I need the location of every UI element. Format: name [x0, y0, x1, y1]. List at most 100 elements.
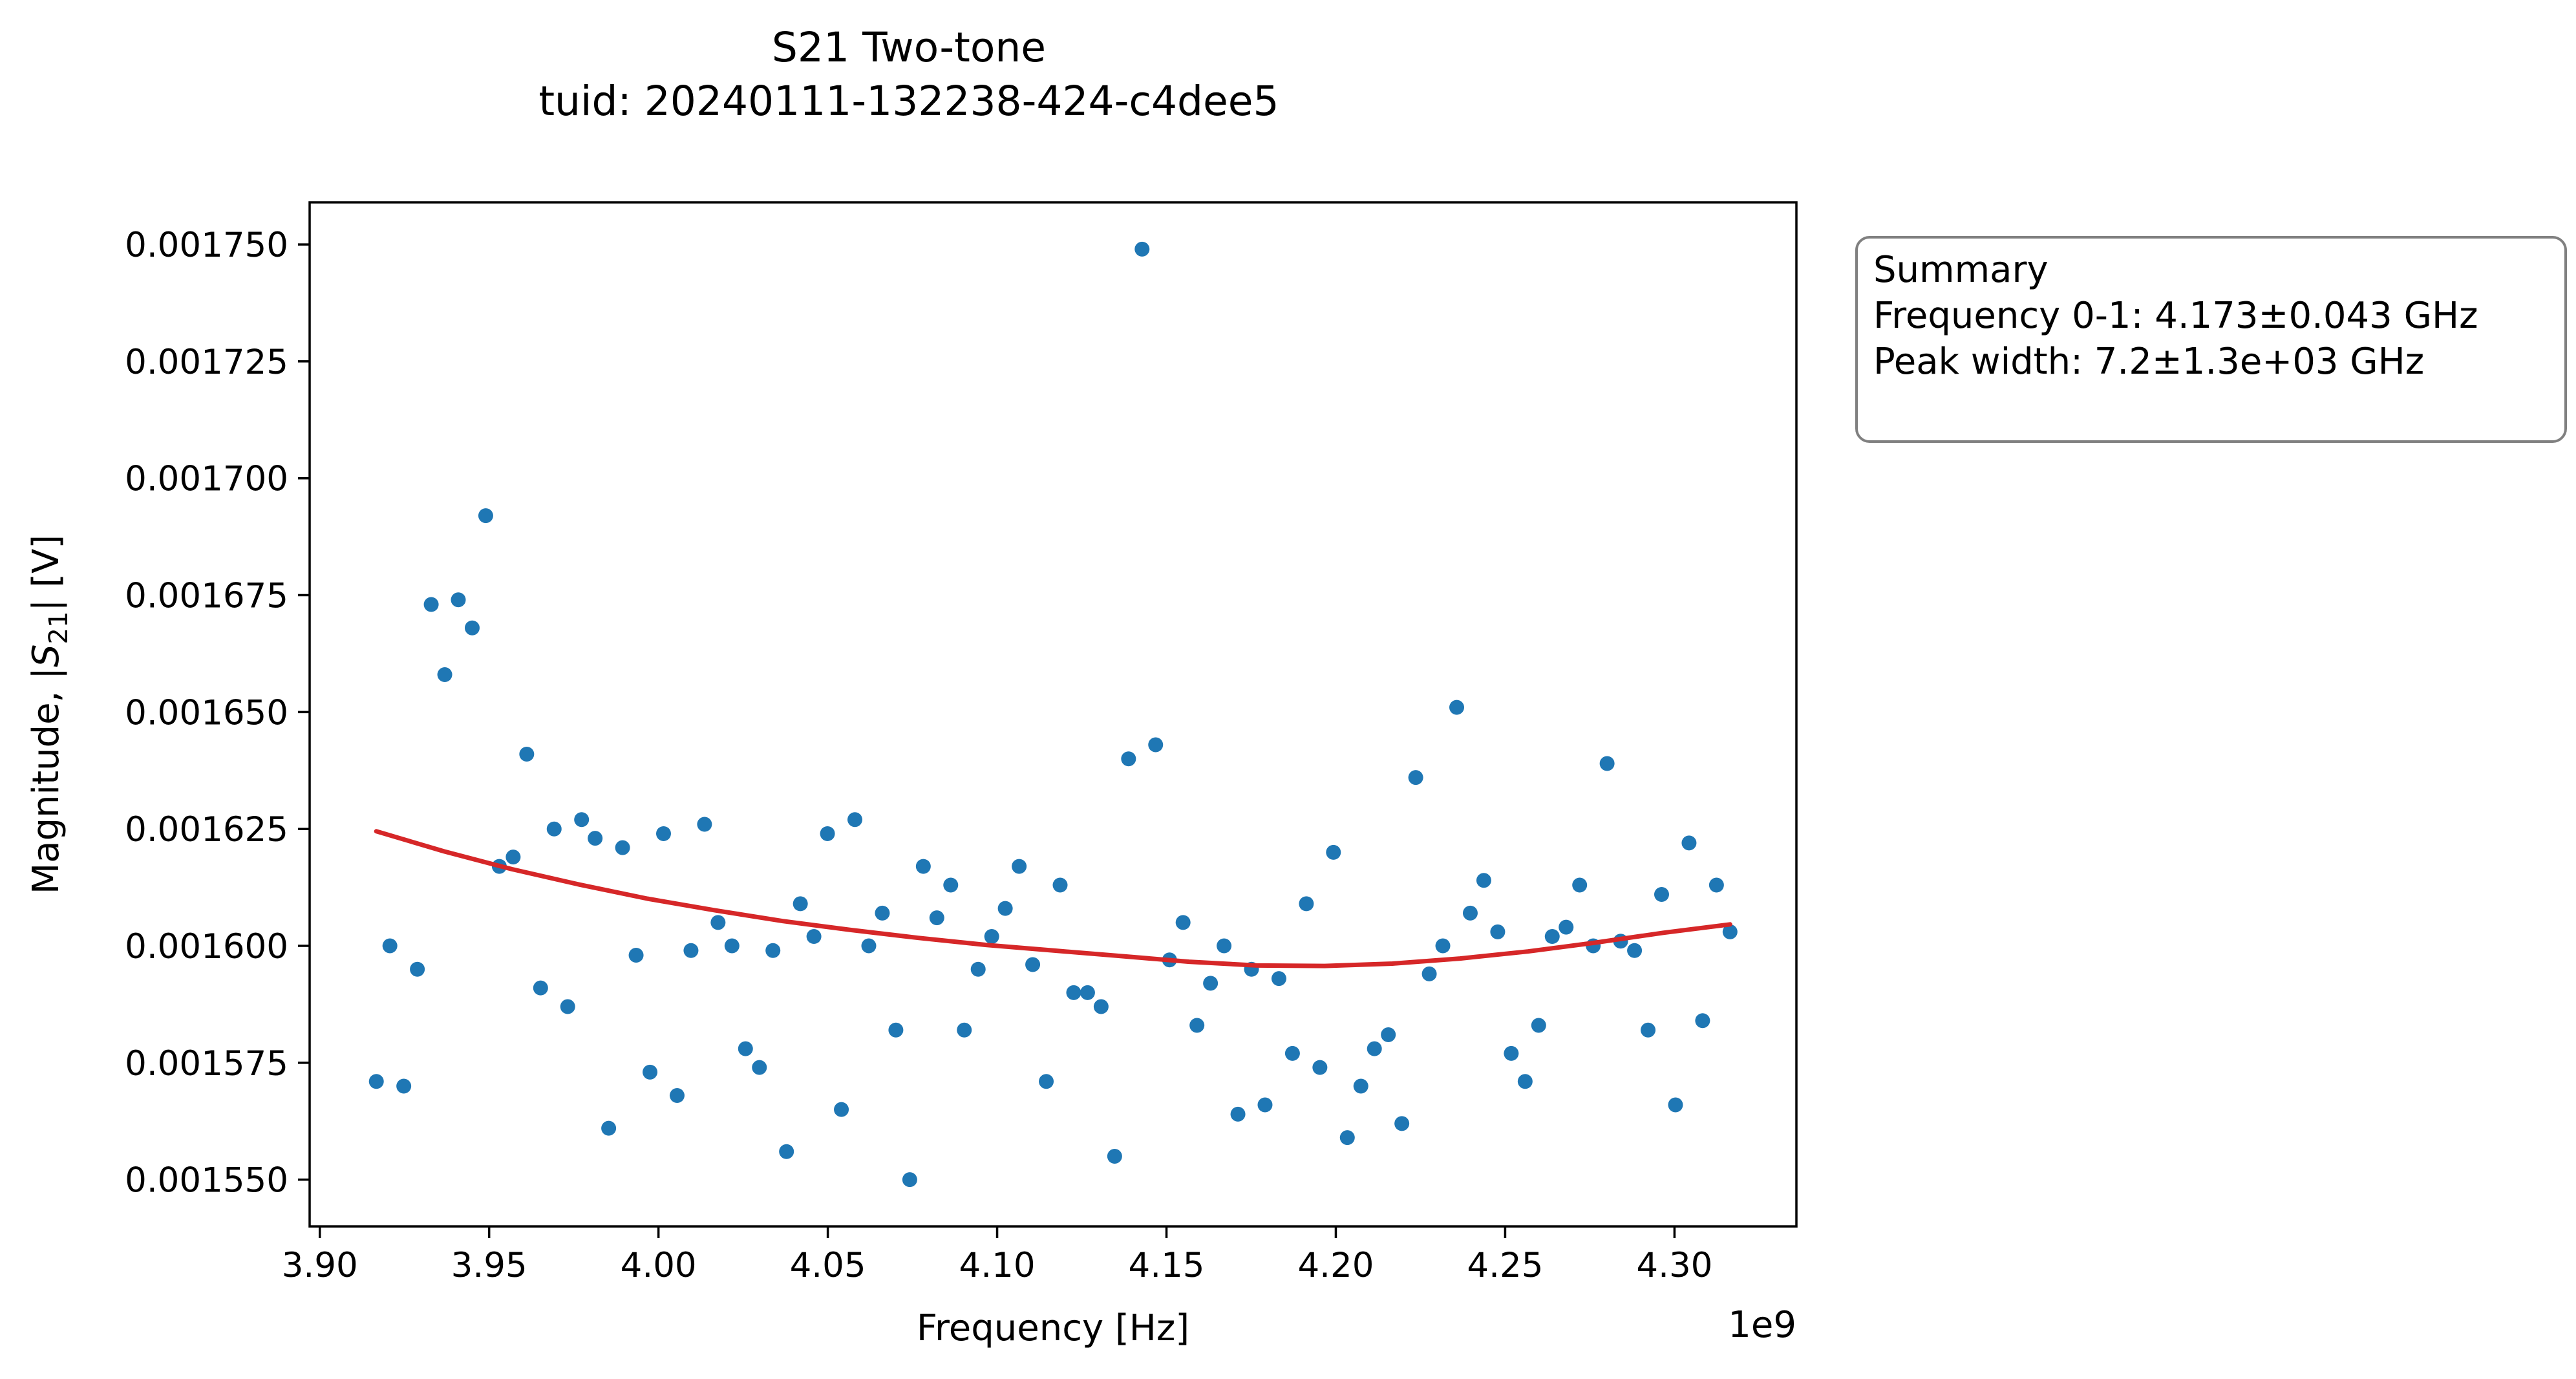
- data-point: [628, 947, 644, 963]
- x-axis-label: Frequency [Hz]: [917, 1307, 1189, 1349]
- data-point: [943, 877, 959, 893]
- data-point: [1012, 859, 1027, 874]
- data-point: [423, 597, 439, 612]
- data-point: [1257, 1097, 1273, 1113]
- data-point: [1531, 1018, 1546, 1033]
- data-point: [1066, 985, 1081, 1000]
- summary-heading: Summary: [1873, 249, 2049, 291]
- data-point: [533, 980, 548, 996]
- data-point: [1121, 751, 1136, 767]
- data-point: [382, 938, 398, 954]
- data-point: [1681, 835, 1697, 851]
- data-point: [643, 1064, 658, 1080]
- data-point: [1435, 938, 1451, 954]
- data-point: [519, 746, 535, 762]
- data-point: [915, 859, 931, 874]
- x-tick-label: 4.15: [1129, 1246, 1205, 1285]
- data-point: [1476, 873, 1491, 888]
- plot-area-frame: [308, 201, 1798, 1228]
- data-point: [368, 1074, 384, 1089]
- y-tick-label: 0.001575: [125, 1044, 288, 1084]
- data-point: [957, 1022, 972, 1038]
- data-point: [669, 1087, 685, 1103]
- data-point: [1462, 905, 1478, 921]
- chart-title: S21 Two-tone: [772, 24, 1046, 71]
- data-point: [997, 901, 1013, 916]
- data-point: [793, 896, 808, 912]
- data-point: [861, 938, 877, 954]
- y-tick-label: 0.001725: [125, 343, 288, 382]
- data-point: [1175, 915, 1191, 930]
- y-tick-label: 0.001700: [125, 460, 288, 499]
- y-tick-label: 0.001675: [125, 577, 288, 616]
- data-point: [806, 929, 822, 945]
- y-axis-label: Magnitude, |S21| [V]: [25, 535, 74, 894]
- data-point: [1134, 241, 1150, 257]
- fit-curve-group: [374, 829, 1732, 968]
- data-point: [765, 943, 781, 958]
- x-tick-label: 4.10: [959, 1246, 1036, 1285]
- data-point: [1599, 756, 1615, 771]
- data-point: [451, 592, 466, 608]
- data-point: [1093, 999, 1109, 1014]
- data-point: [560, 999, 575, 1014]
- data-point: [1708, 877, 1724, 893]
- y-tick-label: 0.001550: [125, 1161, 288, 1201]
- data-point: [1025, 957, 1041, 972]
- data-point: [834, 1102, 849, 1117]
- data-point: [1339, 1130, 1355, 1146]
- x-axis-offset-label: 1e9: [1728, 1304, 1796, 1346]
- data-point: [1367, 1041, 1382, 1056]
- data-point: [875, 905, 890, 921]
- chart-subtitle: tuid: 20240111-132238-424-c4dee5: [538, 78, 1279, 125]
- data-point: [1299, 896, 1314, 912]
- data-point: [1148, 737, 1164, 753]
- data-point: [970, 961, 986, 977]
- data-point: [1039, 1074, 1054, 1089]
- data-point: [1189, 1018, 1205, 1033]
- data-point: [1641, 1022, 1656, 1038]
- data-point: [1408, 770, 1423, 786]
- data-point: [1080, 985, 1095, 1000]
- data-point: [1559, 919, 1574, 935]
- x-tick-label: 4.25: [1467, 1246, 1543, 1285]
- data-point: [1722, 924, 1738, 939]
- x-tick-label: 3.90: [282, 1246, 358, 1285]
- data-point: [779, 1144, 794, 1159]
- data-point: [546, 821, 562, 837]
- data-point: [1284, 1045, 1300, 1061]
- x-axis-ticks: 3.90 3.95 4.00 4.05 4.10 4.15 4.20 4.25 4.30: [282, 1226, 1712, 1285]
- data-point: [506, 850, 521, 865]
- data-point: [1517, 1074, 1533, 1089]
- data-point: [396, 1078, 412, 1094]
- data-point: [1312, 1060, 1328, 1075]
- data-point: [1107, 1149, 1122, 1164]
- data-point: [697, 817, 712, 832]
- data-point: [1504, 1045, 1519, 1061]
- data-point: [820, 826, 835, 841]
- y-tick-label: 0.001600: [125, 927, 288, 967]
- data-point: [1394, 1116, 1410, 1131]
- y-tick-label: 0.001750: [125, 226, 288, 265]
- data-point: [1052, 877, 1068, 893]
- data-point: [437, 667, 452, 683]
- data-point: [1217, 938, 1232, 954]
- data-point: [1668, 1097, 1683, 1113]
- x-tick-label: 4.00: [621, 1246, 697, 1285]
- data-point: [588, 831, 603, 846]
- summary-peak-width: Peak width: 7.2±1.3e+03 GHz: [1873, 341, 2424, 383]
- data-point: [478, 508, 493, 524]
- data-point: [1449, 700, 1465, 715]
- data-point: [464, 620, 480, 636]
- data-point: [601, 1120, 617, 1136]
- data-point: [752, 1060, 767, 1075]
- x-tick-label: 4.05: [790, 1246, 866, 1285]
- data-point: [929, 910, 944, 926]
- data-point: [902, 1172, 917, 1188]
- y-tick-label: 0.001625: [125, 810, 288, 850]
- data-point: [1627, 943, 1643, 958]
- y-axis-ticks: 0.001550 0.001575 0.001600 0.001625 0.001650…: [125, 226, 310, 1201]
- data-point: [574, 812, 590, 828]
- data-point: [724, 938, 740, 954]
